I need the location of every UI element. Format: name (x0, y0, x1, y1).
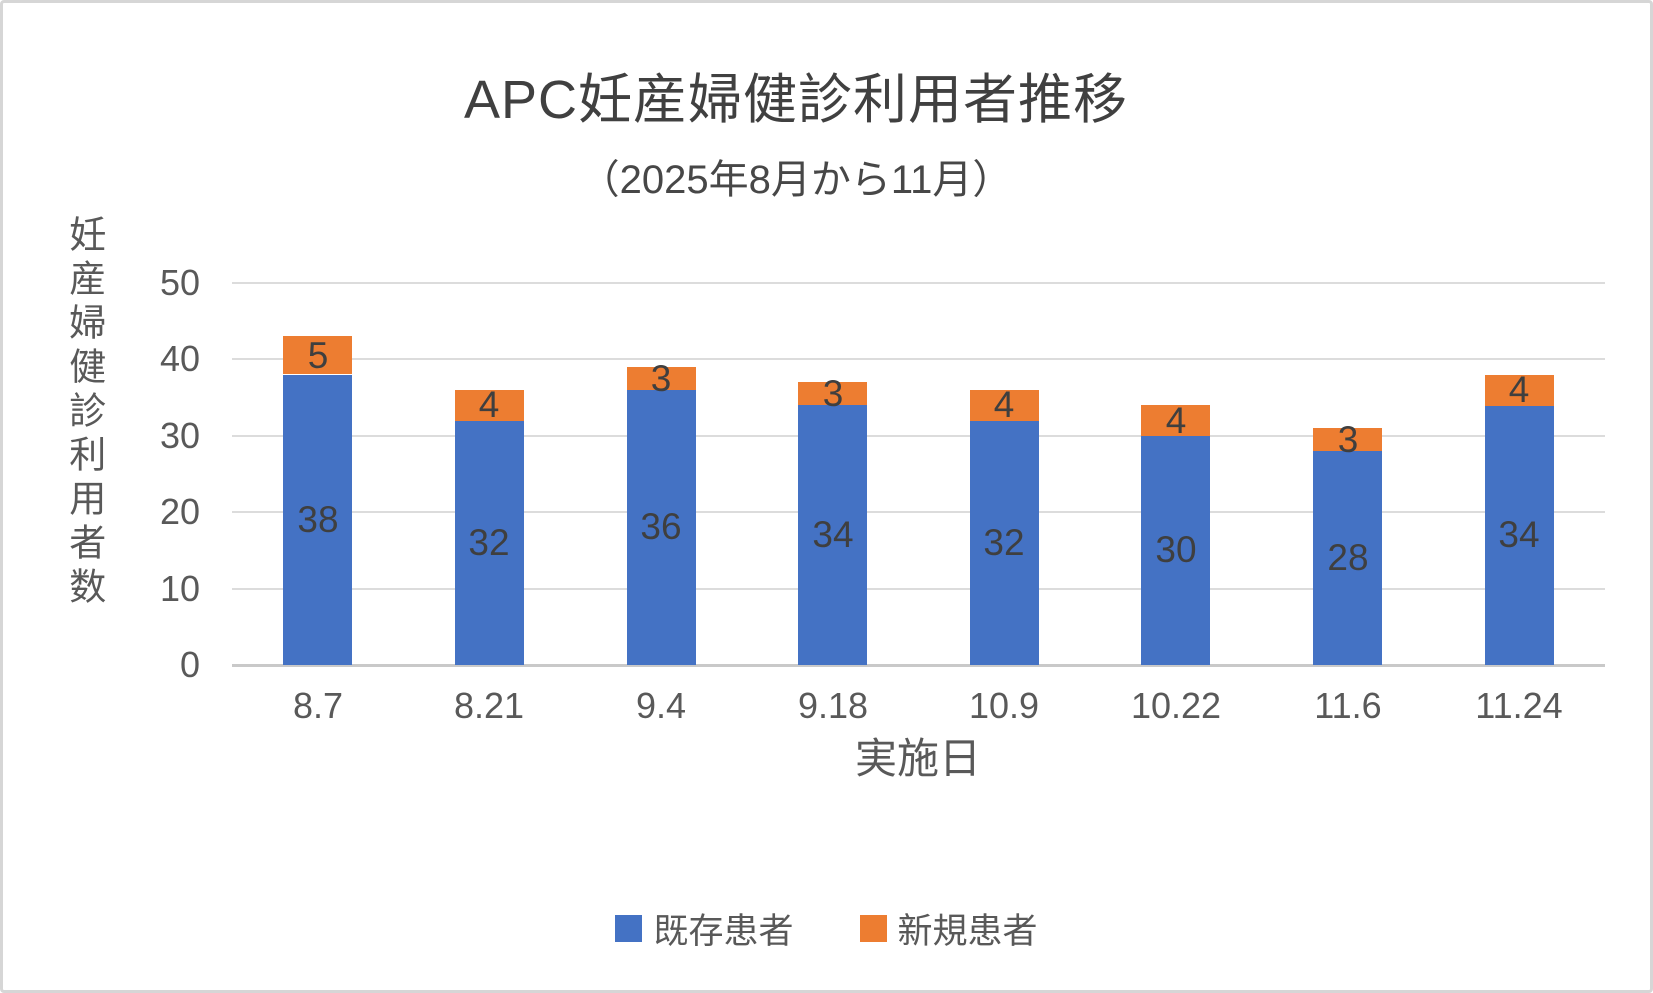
y-tick-label-0: 0 (179, 644, 200, 685)
gridline-40 (232, 358, 1605, 360)
x-tick-label-10.9: 10.9 (968, 685, 1040, 726)
plot-area: 38 5 32 4 36 3 34 3 32 4 30 4 28 3 34 4 (232, 282, 1605, 667)
bar-existing-9.4 (627, 390, 696, 665)
bar-new-8.21 (455, 390, 524, 421)
legend-label-new: 新規患者 (897, 912, 1038, 951)
chart-title: APC妊産婦健診利用者推移 (463, 70, 1129, 130)
legend-swatch-new-icon (859, 915, 887, 942)
bar-new-10.9 (970, 390, 1039, 421)
bar-existing-9.18 (798, 405, 867, 665)
legend-label-existing: 既存患者 (653, 912, 794, 951)
y-axis-title: 妊産婦健診利用者数 (63, 215, 105, 611)
legend: 既存患者 新規患者 (3, 903, 1650, 954)
x-tick-label-8.21: 8.21 (453, 685, 525, 726)
bar-existing-10.22 (1141, 436, 1210, 665)
chart-subtitle: （2025年8月から11月） (579, 158, 1013, 202)
legend-swatch-existing-icon (615, 915, 643, 942)
x-tick-label-8.7: 8.7 (292, 685, 344, 726)
bar-new-8.7 (283, 336, 352, 374)
bar-new-11.6 (1313, 428, 1382, 451)
bar-new-9.18 (798, 382, 867, 405)
x-tick-label-10.22: 10.22 (1130, 685, 1222, 726)
y-tick-label-50: 50 (159, 262, 200, 303)
gridline-10 (232, 588, 1605, 590)
x-tick-label-11.6: 11.6 (1314, 685, 1382, 726)
x-axis-title: 実施日 (854, 735, 981, 782)
y-tick-label-10: 10 (159, 568, 200, 609)
bar-existing-8.7 (283, 375, 352, 665)
gridline-20 (232, 511, 1605, 513)
bar-existing-10.9 (970, 421, 1039, 665)
y-tick-label-20: 20 (159, 491, 200, 532)
gridline-50 (232, 282, 1605, 284)
y-tick-label-30: 30 (159, 415, 200, 456)
bar-new-9.4 (627, 367, 696, 390)
bar-existing-8.21 (455, 421, 524, 665)
legend-item-existing-patients: 既存患者 (615, 903, 794, 954)
bar-new-10.22 (1141, 405, 1210, 436)
x-tick-label-11.24: 11.24 (1475, 685, 1563, 726)
x-tick-label-9.4: 9.4 (635, 685, 687, 726)
bar-new-11.24 (1485, 375, 1554, 406)
bar-existing-11.6 (1313, 451, 1382, 665)
gridline-0 (232, 664, 1605, 667)
bar-existing-11.24 (1485, 405, 1554, 665)
gridline-30 (232, 435, 1605, 437)
legend-item-new-patients: 新規患者 (859, 903, 1038, 954)
x-tick-label-9.18: 9.18 (797, 685, 869, 726)
y-tick-label-40: 40 (159, 338, 200, 379)
